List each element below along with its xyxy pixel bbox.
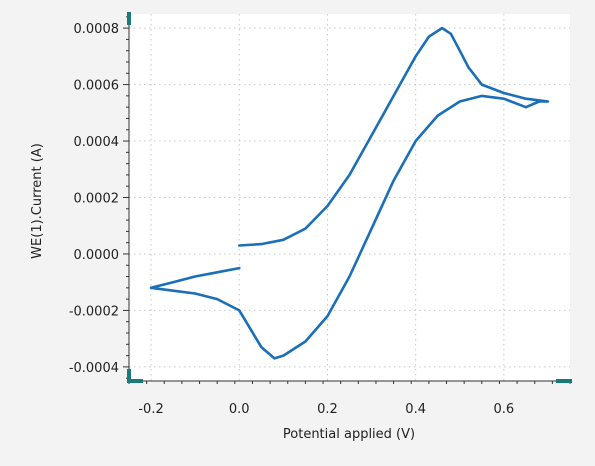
y-axis-title: WE(1).Current (A) <box>30 143 45 259</box>
y-tick-label-1: -0.0002 <box>69 304 119 319</box>
corner-marker-bottom-left-h <box>127 379 143 383</box>
corner-marker-top-left <box>127 12 131 25</box>
x-tick-label-2: 0.2 <box>317 402 338 417</box>
x-axis-title: Potential applied (V) <box>283 427 415 442</box>
x-tick-label-0: -0.2 <box>138 402 163 417</box>
y-tick-label-6: 0.0008 <box>74 22 120 37</box>
corner-marker-bottom-left-v <box>127 369 131 383</box>
y-tick-label-0: -0.0004 <box>69 361 119 376</box>
y-tick-label-2: 0.0000 <box>74 248 120 263</box>
y-tick-label-5: 0.0006 <box>74 79 120 94</box>
x-tick-label-3: 0.4 <box>405 402 426 417</box>
y-tick-label-3: 0.0002 <box>74 192 120 207</box>
x-tick-label-4: 0.6 <box>494 402 515 417</box>
corner-marker-bottom-right <box>556 379 572 383</box>
series-line-0 <box>149 26 550 360</box>
x-tick-label-1: 0.0 <box>229 402 250 417</box>
y-tick-label-4: 0.0004 <box>74 135 120 150</box>
